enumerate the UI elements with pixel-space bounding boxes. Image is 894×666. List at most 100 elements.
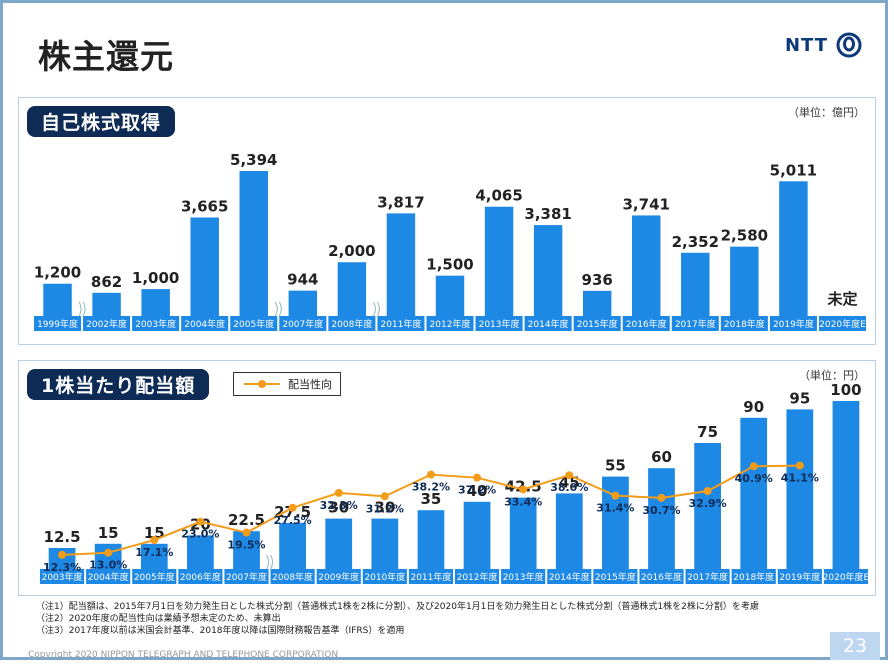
category-label-box (181, 316, 229, 331)
category-label: 2018年度 (724, 318, 765, 330)
payout-ratio-point (749, 462, 758, 471)
dividend-section-label: 1株当たり配当額 (27, 369, 210, 400)
bar-value-label: 862 (91, 273, 122, 291)
category-label-box (455, 569, 500, 584)
category-label-box (328, 316, 376, 331)
buyback-chart: 1999年度 1,200 2002年度 862 2003年度 1,000 2004年度 3,6… (34, 151, 866, 331)
category-label-box (86, 569, 131, 584)
bar-value-label: 3,665 (181, 197, 228, 215)
bar (279, 522, 306, 569)
bar-value-label: 1,500 (426, 256, 473, 274)
category-label: 2016年度 (641, 571, 682, 583)
bar (141, 289, 170, 316)
category-label-box (769, 316, 817, 331)
bar-value-label: 95 (789, 389, 810, 407)
payout-ratio-point (703, 487, 712, 496)
category-label: 2004年度 (184, 318, 225, 330)
payout-ratio-point (519, 485, 528, 494)
bar-value-label: 30 (328, 499, 349, 517)
category-label: 2013年度 (503, 571, 544, 583)
payout-ratio-point (426, 470, 435, 479)
category-label: 2004年度 (88, 571, 129, 583)
payout-ratio-label: 32.9% (689, 497, 727, 510)
category-label: 2019年度 (779, 571, 820, 583)
category-label: 2005年度 (134, 571, 175, 583)
category-label: 2011年度 (380, 318, 421, 330)
category-label: 2017年度 (675, 318, 716, 330)
category-label: 2010年度 (364, 571, 405, 583)
axis-break-mark (78, 301, 86, 317)
category-label: 2017年度 (687, 571, 728, 583)
axis-break-mark (372, 301, 380, 317)
bar (779, 181, 808, 316)
bar-value-label: 1,200 (34, 264, 81, 282)
category-label: 2014年度 (528, 318, 569, 330)
bar (288, 290, 318, 316)
payout-ratio-point (242, 528, 251, 537)
bar-value-label: 27.5 (274, 503, 311, 521)
bar (239, 171, 268, 316)
category-label: 2020年度E (823, 571, 870, 583)
category-label-box (639, 569, 684, 584)
payout-ratio-label: 27.5% (274, 514, 312, 527)
bar (337, 262, 367, 316)
bar-value-label: 55 (605, 457, 626, 475)
category-label-box (408, 569, 453, 584)
copyright: Copyright 2020 NIPPON TELEGRAPH AND TELE… (28, 650, 339, 660)
payout-ratio-point (380, 492, 389, 501)
payout-ratio-label: 41.1% (781, 472, 819, 485)
category-label: 2006年度 (180, 571, 221, 583)
payout-ratio-point (473, 473, 482, 482)
dividend-panel: 1株当たり配当額 配当性向 （単位：円） 2003年度 12.5 2004年度 15 2… (18, 360, 876, 596)
category-label-box (818, 316, 866, 331)
category-label-box (777, 569, 822, 584)
payout-ratio-label: 40.9% (735, 472, 773, 485)
category-label-box (178, 569, 223, 584)
payout-ratio-point (288, 503, 297, 512)
category-label-box (362, 569, 407, 584)
bar-value-label: 30 (374, 499, 395, 517)
bar (648, 468, 675, 569)
category-label: 2016年度 (626, 318, 667, 330)
page-title: 株主還元 (38, 37, 174, 76)
bar-value-label: 40 (467, 482, 488, 500)
legend-label: 配当性向 (288, 378, 332, 391)
bar (484, 206, 514, 316)
category-label: 2012年度 (457, 571, 498, 583)
category-label: 2015年度 (595, 571, 636, 583)
category-label-box (547, 569, 592, 584)
bar-value-label: 3,741 (623, 195, 670, 213)
bar-value-label: 60 (651, 448, 672, 466)
ntt-logo: NTT (785, 32, 862, 58)
payout-ratio-point (196, 517, 205, 526)
axis-break-mark (274, 301, 282, 317)
category-label-box (524, 316, 572, 331)
bar (555, 493, 583, 569)
payout-ratio-label: 32.3% (320, 499, 358, 512)
bar (832, 401, 860, 569)
bar-value-label: 1,000 (132, 269, 179, 287)
bar (435, 275, 465, 316)
payout-ratio-label: 30.7% (642, 504, 680, 517)
payout-ratio-point (58, 550, 67, 559)
category-label: 2015年度 (577, 318, 618, 330)
bar (325, 518, 353, 569)
bar (786, 409, 814, 569)
buyback-panel: 自己株式取得 （単位：億円） 1999年度 1,200 2002年度 862 2003年… (18, 97, 876, 345)
bar-value-label: 未定 (826, 290, 857, 308)
bar (233, 531, 260, 569)
bar-value-label: 4,065 (475, 187, 522, 205)
category-label: 2003年度 (135, 318, 176, 330)
buyback-section-label: 自己株式取得 (27, 106, 176, 137)
category-label-box (720, 316, 768, 331)
bar (140, 543, 168, 569)
payout-ratio-label: 13.0% (89, 559, 127, 572)
bar-value-label: 90 (743, 398, 764, 416)
category-label: 2018年度 (733, 571, 774, 583)
bar-value-label: 75 (697, 423, 718, 441)
category-label-box (34, 316, 82, 331)
category-label: 2007年度 (226, 571, 267, 583)
bar (740, 417, 768, 569)
bar (190, 217, 219, 316)
category-label: 2002年度 (86, 318, 127, 330)
